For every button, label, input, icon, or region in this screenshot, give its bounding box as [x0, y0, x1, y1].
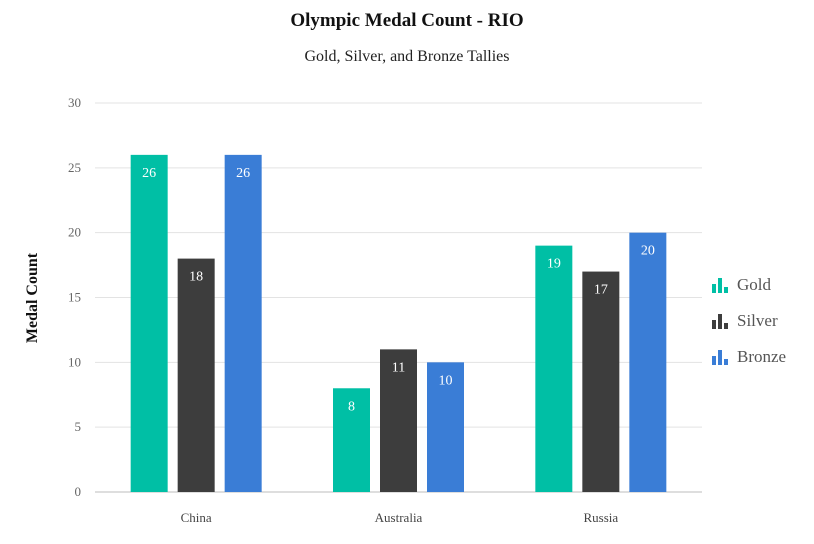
- data-label: 26: [236, 166, 250, 181]
- y-tick-label: 30: [68, 95, 81, 110]
- data-label: 17: [594, 283, 608, 298]
- bar-gold-australia[interactable]: [333, 388, 370, 492]
- y-tick-label: 25: [68, 160, 81, 175]
- bar-silver-china[interactable]: [177, 258, 215, 492]
- legend: Gold Silver Bronze: [712, 267, 786, 375]
- bar-bronze-australia[interactable]: [427, 362, 464, 492]
- chart-title: Olympic Medal Count - RIO: [290, 10, 524, 31]
- data-label: 10: [439, 373, 453, 388]
- bar-silver-russia[interactable]: [582, 271, 620, 492]
- bar-chart-icon: [712, 277, 728, 293]
- bar-silver-australia[interactable]: [380, 349, 417, 492]
- bar-chart-icon: [712, 349, 728, 365]
- legend-label: Silver: [737, 311, 778, 330]
- data-label: 18: [189, 270, 203, 285]
- bar-bronze-russia[interactable]: [629, 232, 667, 492]
- x-category-label: Australia: [375, 510, 423, 525]
- data-label: 20: [641, 244, 655, 259]
- legend-label: Gold: [737, 275, 771, 294]
- bar-gold-china[interactable]: [130, 154, 168, 492]
- legend-item-bronze[interactable]: Bronze: [712, 339, 786, 375]
- x-category-label: Russia: [583, 510, 618, 525]
- y-tick-label: 5: [75, 419, 82, 434]
- bar-bronze-china[interactable]: [224, 154, 262, 492]
- chart-subtitle: Gold, Silver, and Bronze Tallies: [304, 48, 510, 65]
- legend-item-gold[interactable]: Gold: [712, 267, 786, 303]
- data-label: 8: [348, 399, 355, 414]
- bar-chart-icon: [712, 313, 728, 329]
- bar-gold-russia[interactable]: [535, 245, 573, 492]
- y-tick-label: 20: [68, 225, 81, 240]
- x-category-label: China: [181, 510, 212, 525]
- data-label: 26: [142, 166, 156, 181]
- y-tick-label: 15: [68, 290, 81, 305]
- legend-label: Bronze: [737, 347, 787, 366]
- data-label: 11: [392, 360, 405, 375]
- legend-item-silver[interactable]: Silver: [712, 303, 786, 339]
- y-tick-label: 10: [68, 354, 81, 369]
- data-label: 19: [547, 257, 561, 272]
- y-tick-label: 0: [75, 484, 82, 499]
